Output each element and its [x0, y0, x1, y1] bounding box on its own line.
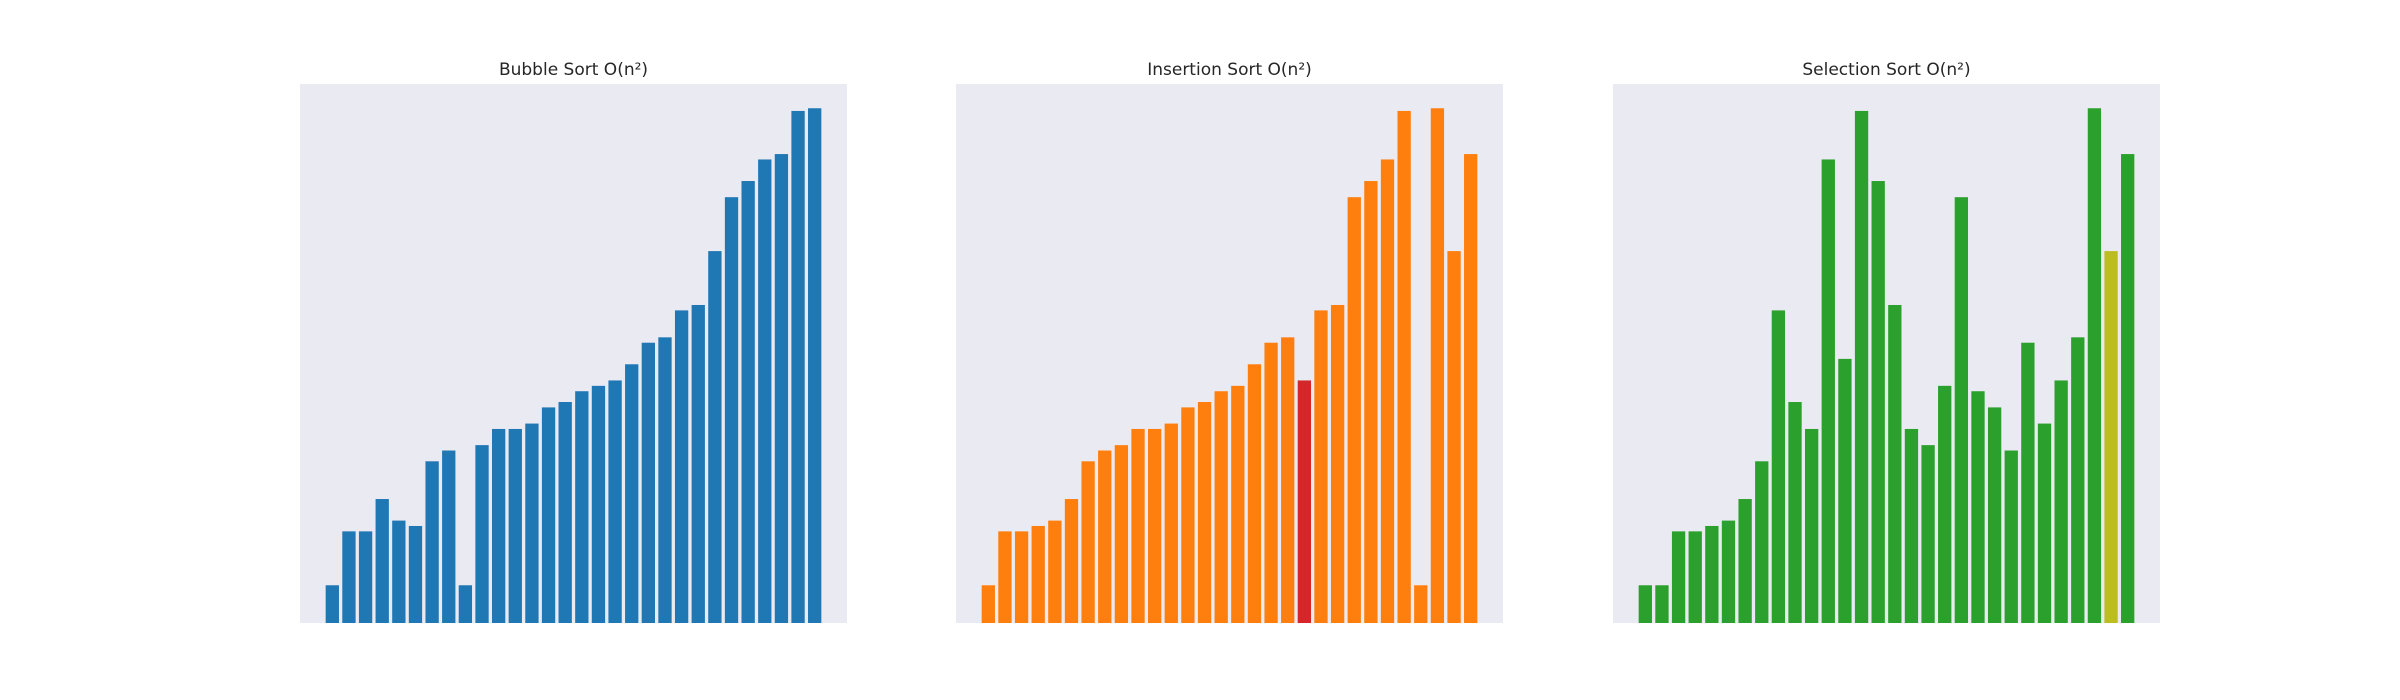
bar [1655, 585, 1669, 623]
bar [691, 304, 705, 623]
bar [508, 428, 522, 623]
bar [2037, 423, 2052, 623]
bar [1264, 342, 1278, 623]
bar [442, 450, 456, 623]
plot-area [1613, 84, 2160, 623]
bar [1081, 461, 1095, 623]
plot-area [956, 84, 1503, 623]
bar [674, 310, 689, 623]
bar [1447, 251, 1461, 623]
bar [1971, 391, 1985, 623]
bar [1114, 445, 1129, 623]
bar [2121, 154, 2135, 623]
plot-area [300, 84, 847, 623]
bar [1364, 181, 1378, 623]
bar [641, 342, 656, 623]
bar [1771, 310, 1786, 623]
bar [1347, 197, 1361, 623]
bar [1430, 108, 1445, 623]
bar [1954, 197, 1969, 623]
bar [1214, 391, 1228, 623]
bar [2054, 380, 2068, 623]
bar [1247, 364, 1262, 623]
bar [591, 385, 606, 623]
bar [1755, 461, 1769, 623]
bar [774, 154, 789, 623]
bar [575, 391, 589, 623]
bar [525, 423, 539, 623]
bar [998, 531, 1012, 623]
bar [358, 531, 373, 623]
bar [1921, 445, 1935, 623]
bar [1904, 428, 1919, 623]
bar [1164, 423, 1178, 623]
bar [1231, 385, 1245, 623]
bar [342, 531, 356, 623]
bar [1031, 525, 1045, 623]
bar [1838, 358, 1852, 623]
bar [1397, 110, 1411, 623]
bar [1721, 520, 1736, 623]
bar [558, 402, 572, 623]
bar [1147, 428, 1162, 623]
bar [1688, 531, 1702, 623]
bar [1330, 304, 1345, 623]
bar [2087, 108, 2102, 623]
bar [1888, 304, 1902, 623]
bar [1197, 402, 1212, 623]
bar [1738, 499, 1752, 623]
bar [541, 407, 556, 623]
bar [1638, 585, 1652, 623]
bar [1938, 385, 1952, 623]
bar [1871, 181, 1885, 623]
bar [1181, 407, 1195, 623]
bar [2021, 342, 2035, 623]
bar [608, 380, 622, 623]
bar [491, 428, 506, 623]
bar [808, 108, 822, 623]
bar [2071, 337, 2085, 623]
bar [1281, 337, 1295, 623]
bar [325, 585, 339, 623]
bar [1297, 380, 1312, 623]
bar [2104, 251, 2118, 623]
chart-title: Bubble Sort O(n²) [499, 60, 648, 80]
bar [741, 181, 755, 623]
bar [1098, 450, 1112, 623]
bar [1788, 402, 1802, 623]
bar [724, 197, 739, 623]
bar [1705, 525, 1719, 623]
bar [375, 499, 389, 623]
bar [392, 520, 406, 623]
bar [1414, 585, 1428, 623]
bar [408, 525, 423, 623]
bar [981, 585, 995, 623]
bar [1314, 310, 1328, 623]
bar [1854, 110, 1869, 623]
bar [475, 445, 489, 623]
chart-title: Insertion Sort O(n²) [1147, 60, 1312, 80]
bar [1380, 159, 1395, 623]
bar [1464, 154, 1478, 623]
bar [425, 461, 439, 623]
bar [791, 110, 805, 623]
chart-title: Selection Sort O(n²) [1802, 60, 1970, 80]
bar [1804, 428, 1819, 623]
bar [1131, 428, 1145, 623]
bar [625, 364, 639, 623]
bar [708, 251, 722, 623]
bar [1048, 520, 1062, 623]
bar [658, 337, 672, 623]
bar [458, 585, 473, 623]
bar [758, 159, 772, 623]
bar [2004, 450, 2018, 623]
bar [1064, 499, 1079, 623]
bar [1821, 159, 1835, 623]
bar [1671, 531, 1686, 623]
bar [1987, 407, 2002, 623]
bar [1014, 531, 1029, 623]
